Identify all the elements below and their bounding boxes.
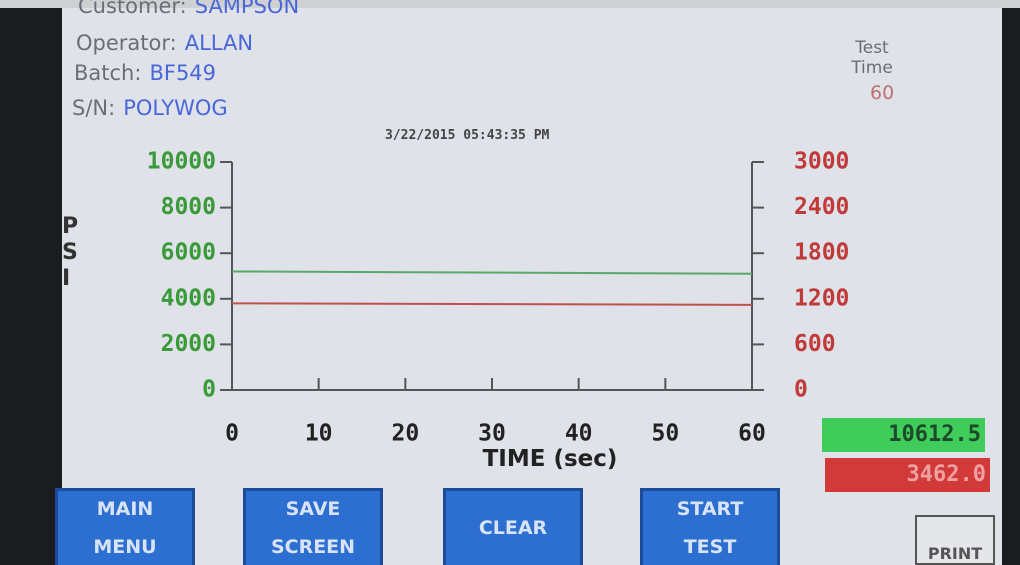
operator-field: Operator: ALLAN xyxy=(76,31,253,55)
save-screen-button[interactable]: SAVE SCREEN xyxy=(243,488,383,565)
top-strip xyxy=(0,0,1020,8)
y2-tick-label: 1200 xyxy=(794,285,849,311)
print-button[interactable]: PRINT xyxy=(915,515,995,565)
timestamp: 3/22/2015 05:43:35 PM xyxy=(385,128,550,143)
customer-field: Customer: SAMPSON xyxy=(78,0,299,18)
x-tick-label: 50 xyxy=(651,421,679,447)
psi-readout: 10612.5 xyxy=(822,418,985,452)
x-tick-label: 0 xyxy=(225,421,239,447)
x-tick-label: 20 xyxy=(391,421,419,447)
y-tick-label: 4000 xyxy=(161,285,216,311)
label: Batch: xyxy=(74,61,142,85)
start-test-button[interactable]: START TEST xyxy=(640,488,780,565)
batch-field: Batch: BF549 xyxy=(74,61,216,85)
value: ALLAN xyxy=(184,31,254,55)
clear-button[interactable]: CLEAR xyxy=(443,488,583,565)
y2-tick-label: 2400 xyxy=(794,194,849,220)
test-time-value: 60 xyxy=(870,82,895,104)
x-tick-label: 30 xyxy=(478,421,506,447)
y-tick-label: 2000 xyxy=(161,331,216,357)
y-tick-label: 0 xyxy=(202,377,216,403)
data-line xyxy=(231,302,753,306)
data-line xyxy=(231,270,753,275)
value: POLYWOG xyxy=(123,96,228,120)
label: S/N: xyxy=(72,96,116,120)
x-tick-label: 60 xyxy=(738,421,766,447)
x-tick-label: 10 xyxy=(305,421,333,447)
x-axis-label: TIME (sec) xyxy=(482,446,618,472)
x-tick-label: 40 xyxy=(565,421,593,447)
y-tick-label: 6000 xyxy=(161,240,216,266)
label: Operator: xyxy=(76,31,177,55)
y2-tick-label: 3000 xyxy=(794,149,849,175)
y2-tick-label: 0 xyxy=(794,377,808,403)
secondary-readout: 3462.0 xyxy=(825,458,990,492)
main-menu-button[interactable]: MAIN MENU xyxy=(55,488,195,565)
value: BF549 xyxy=(149,61,217,85)
value: SAMPSON xyxy=(194,0,300,18)
test-time-label: Test Time xyxy=(851,38,893,78)
y-tick-label: 10000 xyxy=(147,149,216,175)
y-axis-label: PSI xyxy=(62,214,79,291)
y-tick-label: 8000 xyxy=(161,194,216,220)
label: Customer: xyxy=(78,0,187,18)
sn-field: S/N: POLYWOG xyxy=(72,96,228,120)
y2-tick-label: 600 xyxy=(794,331,836,357)
y2-tick-label: 1800 xyxy=(794,240,849,266)
